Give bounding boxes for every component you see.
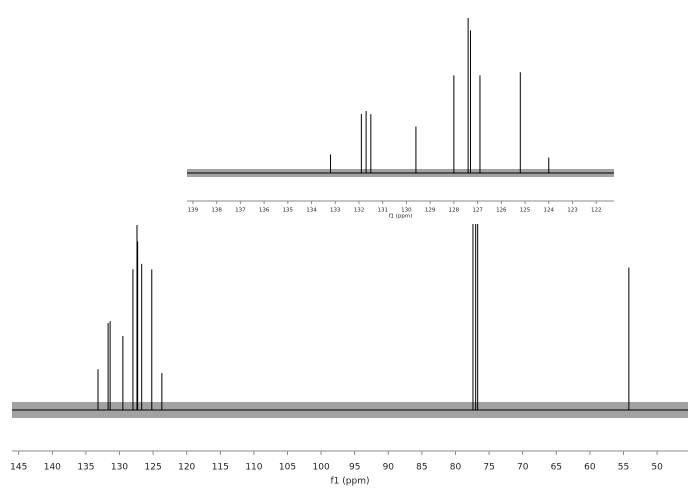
x-tick-label: 135 bbox=[283, 208, 294, 214]
x-tick-label: 75 bbox=[483, 463, 494, 473]
x-tick-label: 128 bbox=[449, 208, 460, 214]
x-tick-label: 122 bbox=[591, 208, 602, 214]
x-tick-label: 70 bbox=[517, 463, 529, 473]
plot-area bbox=[12, 224, 688, 418]
x-tick-label: 133 bbox=[330, 208, 341, 214]
x-tick-label: 125 bbox=[145, 463, 162, 473]
x-tick-label: 129 bbox=[425, 208, 436, 214]
x-tick-label: 130 bbox=[111, 463, 128, 473]
x-tick-label: 125 bbox=[520, 208, 531, 214]
x-tick-label: 136 bbox=[259, 208, 270, 214]
x-axis-title: f1 (ppm) bbox=[389, 214, 413, 220]
x-tick-label: 85 bbox=[416, 463, 427, 473]
x-tick-label: 139 bbox=[188, 208, 199, 214]
x-tick-label: 60 bbox=[584, 463, 596, 473]
x-tick-label: 115 bbox=[212, 463, 229, 473]
x-tick-label: 55 bbox=[618, 463, 629, 473]
x-tick-label: 132 bbox=[354, 208, 365, 214]
x-tick-label: 120 bbox=[178, 463, 195, 473]
x-tick-label: 124 bbox=[544, 208, 555, 214]
x-tick-label: 137 bbox=[235, 208, 246, 214]
x-tick-label: 135 bbox=[77, 463, 94, 473]
x-tick-label: 134 bbox=[306, 208, 317, 214]
x-tick-label: 126 bbox=[496, 208, 507, 214]
x-tick-label: 145 bbox=[10, 463, 27, 473]
x-tick-label: 90 bbox=[383, 463, 395, 473]
x-tick-label: 100 bbox=[313, 463, 330, 473]
plot-area bbox=[187, 18, 614, 177]
x-tick-label: 127 bbox=[472, 208, 483, 214]
x-tick-label: 131 bbox=[377, 208, 388, 214]
x-tick-label: 105 bbox=[279, 463, 296, 473]
x-tick-label: 50 bbox=[651, 463, 663, 473]
x-axis-title: f1 (ppm) bbox=[331, 477, 370, 487]
x-tick-label: 123 bbox=[567, 208, 578, 214]
x-tick-label: 95 bbox=[349, 463, 360, 473]
x-tick-label: 138 bbox=[211, 208, 222, 214]
x-tick-label: 130 bbox=[401, 208, 412, 214]
x-tick-label: 65 bbox=[551, 463, 562, 473]
x-tick-label: 110 bbox=[245, 463, 262, 473]
x-tick-label: 140 bbox=[44, 463, 61, 473]
x-tick-label: 80 bbox=[450, 463, 462, 473]
